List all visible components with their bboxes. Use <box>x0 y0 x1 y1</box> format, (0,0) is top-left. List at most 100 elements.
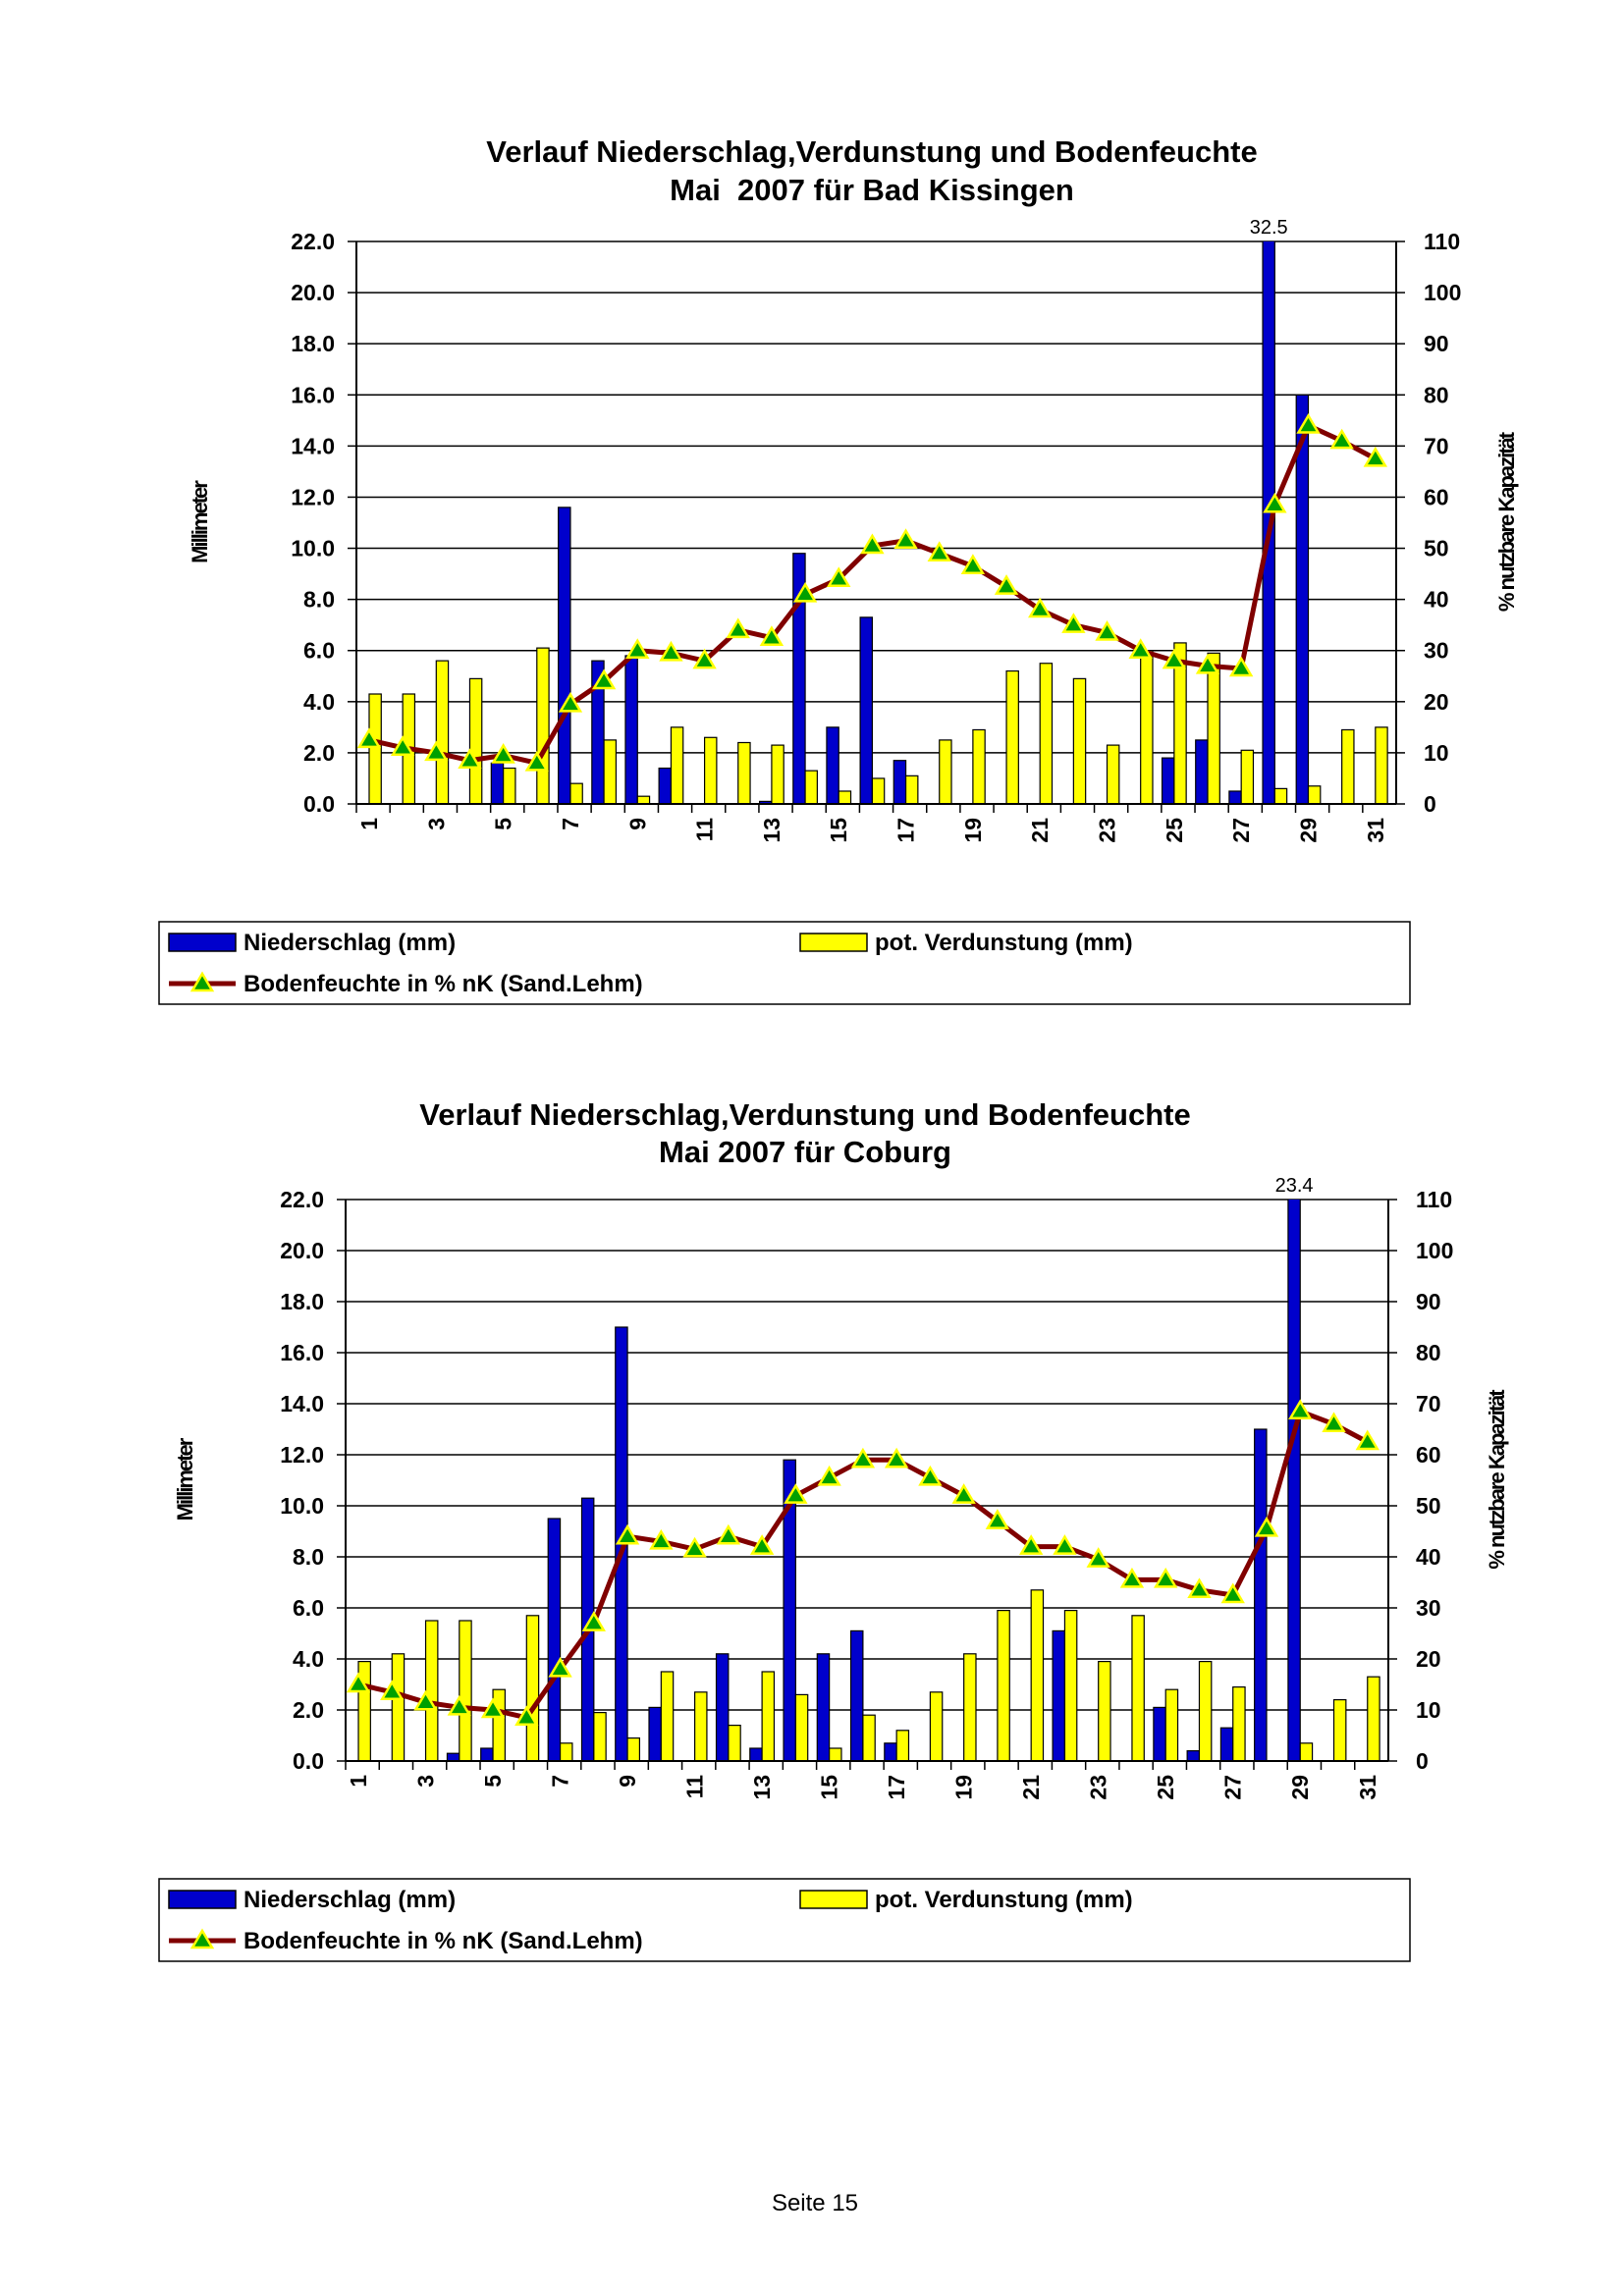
bar <box>368 693 382 804</box>
line-marker <box>884 1447 909 1468</box>
line-marker <box>649 1528 674 1550</box>
y-tick-label: 18.0 <box>280 1289 324 1314</box>
line-marker <box>792 581 818 603</box>
x-tick-label: 31 <box>1355 1775 1380 1800</box>
y2-tick-label: 20 <box>1424 689 1449 715</box>
line-marker <box>625 638 650 659</box>
bar <box>972 728 986 804</box>
bar <box>929 1691 944 1761</box>
bar <box>1140 650 1154 804</box>
line-marker <box>1028 597 1053 618</box>
legend-label: pot. Verdunstung (mm) <box>875 1887 1133 1913</box>
y-tick-label: 10.0 <box>291 536 335 561</box>
y-tick-label: 2.0 <box>293 1697 324 1723</box>
y2-tick-label: 60 <box>1424 484 1449 509</box>
line-marker <box>447 1694 471 1716</box>
y-tick-label: 14.0 <box>280 1391 324 1416</box>
bar <box>816 1653 831 1761</box>
bar <box>435 660 450 804</box>
x-tick-label: 15 <box>826 818 851 843</box>
line-marker <box>458 748 482 769</box>
bar <box>492 1688 506 1761</box>
legend-box <box>158 1878 1411 1962</box>
bar <box>1273 787 1288 804</box>
x-tick-label: 13 <box>759 818 784 843</box>
line-marker <box>1061 613 1086 633</box>
line-marker <box>1322 1412 1346 1433</box>
y2-tick-label: 110 <box>1424 229 1460 254</box>
bar-value-label: 32.5 <box>1250 217 1288 239</box>
y-tick-label: 16.0 <box>280 1340 324 1365</box>
bar <box>859 616 874 804</box>
line-marker <box>514 1705 539 1727</box>
bar <box>547 1518 562 1761</box>
x-tick-label: 19 <box>951 1775 977 1800</box>
line-marker <box>356 727 382 749</box>
bar <box>1367 1676 1380 1761</box>
legend-swatch <box>799 1890 868 1909</box>
line-marker <box>524 750 549 772</box>
y-tick-label: 18.0 <box>291 331 335 356</box>
line-marker <box>951 1483 976 1504</box>
bar <box>559 1742 573 1761</box>
line-marker <box>1288 1399 1313 1420</box>
bar <box>895 1730 910 1761</box>
line-marker <box>1263 492 1287 513</box>
bar <box>1375 726 1388 804</box>
bar <box>1240 749 1255 804</box>
x-tick-label: 25 <box>1162 818 1187 843</box>
y2-tick-label: 30 <box>1424 638 1449 664</box>
y-tick-label: 8.0 <box>293 1544 324 1570</box>
bar <box>838 790 852 804</box>
bar <box>658 767 673 804</box>
bar <box>904 774 919 804</box>
line-marker <box>581 1611 607 1631</box>
x-tick-label: 15 <box>817 1775 842 1800</box>
bar <box>997 1609 1010 1761</box>
x-tick-label: 9 <box>615 1775 640 1788</box>
y2-tick-label: 40 <box>1416 1544 1441 1570</box>
bar <box>715 1653 730 1761</box>
bar <box>849 1629 864 1761</box>
bar <box>1307 785 1322 804</box>
bar <box>1153 1706 1166 1761</box>
line-marker <box>615 1523 640 1545</box>
line-marker <box>985 1509 1010 1529</box>
bar <box>1186 1749 1201 1761</box>
bar <box>569 782 583 804</box>
x-tick-label: 7 <box>548 1775 573 1788</box>
bar <box>525 1615 540 1761</box>
bar <box>1052 1629 1066 1761</box>
bar <box>593 1711 607 1761</box>
y-axis-label: Millimeter <box>173 1437 197 1521</box>
y2-tick-label: 90 <box>1424 331 1449 356</box>
y-tick-label: 2.0 <box>303 740 335 766</box>
bar <box>1164 1688 1179 1761</box>
line-marker <box>1187 1577 1212 1599</box>
bar <box>468 677 483 804</box>
bar <box>1173 642 1187 804</box>
y-tick-label: 4.0 <box>293 1646 324 1672</box>
x-tick-label: 1 <box>346 1775 371 1788</box>
y-tick-label: 8.0 <box>303 587 335 613</box>
bar <box>626 1736 641 1761</box>
line-marker <box>548 1656 572 1678</box>
x-tick-label: 1 <box>356 818 382 830</box>
bar <box>1207 652 1220 804</box>
x-tick-label: 5 <box>480 1775 506 1788</box>
y-tick-label: 4.0 <box>303 689 335 715</box>
legend-label: Bodenfeuchte in % nK (Sand.Lehm) <box>243 971 643 997</box>
line-marker <box>1162 648 1187 669</box>
line-marker <box>1220 1582 1245 1604</box>
line-marker <box>994 574 1019 595</box>
line-marker <box>784 1483 808 1504</box>
bar <box>1030 1589 1045 1761</box>
y2-tick-label: 70 <box>1416 1391 1441 1416</box>
bar <box>939 739 952 804</box>
y2-axis-label: % nutzbare Kapazität <box>1485 1389 1509 1570</box>
line-marker <box>1095 620 1119 641</box>
line-marker <box>591 668 617 690</box>
bar <box>480 1747 494 1761</box>
y2-tick-label: 10 <box>1424 740 1449 766</box>
bar <box>1063 1609 1078 1761</box>
